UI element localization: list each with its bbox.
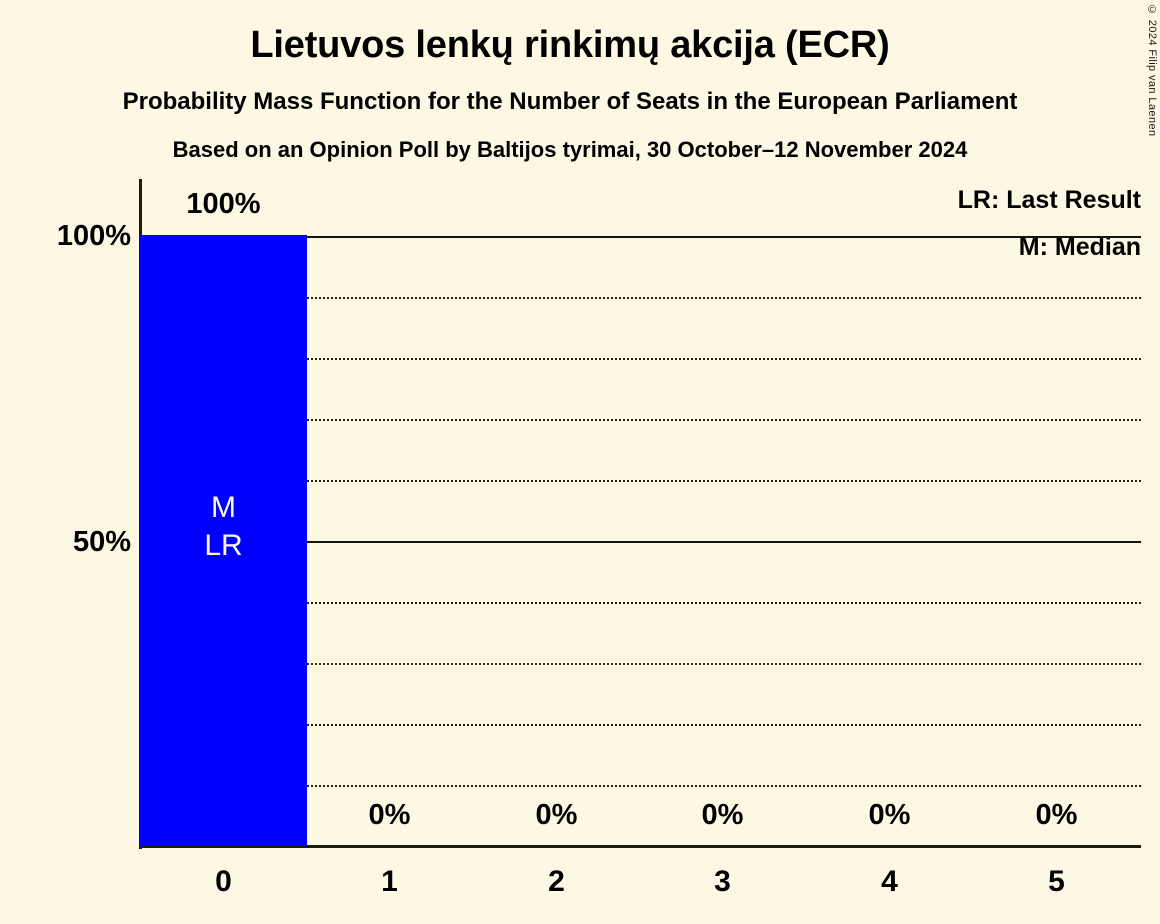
bar-value-seats-0: 100% (186, 188, 261, 220)
gridline-20 (139, 724, 1141, 726)
bar-seats-0[interactable] (140, 235, 307, 846)
y-tick-50: 50% (72, 526, 131, 558)
bar-value-seats-1: 0% (368, 799, 411, 831)
gridline-100 (139, 236, 1141, 238)
bar-value-seats-5: 0% (1035, 799, 1078, 831)
x-tick-5: 5 (1048, 865, 1065, 898)
x-tick-4: 4 (881, 865, 898, 898)
x-tick-2: 2 (548, 865, 565, 898)
chart-subtitle: Probability Mass Function for the Number… (122, 88, 1018, 115)
gridline-90 (139, 297, 1141, 299)
gridline-50 (139, 541, 1141, 543)
legend-last-result: LR: Last Result (957, 186, 1141, 214)
y-tick-100: 100% (56, 220, 131, 252)
bar-value-seats-4: 0% (868, 799, 911, 831)
bar-value-seats-3: 0% (701, 799, 744, 831)
copyright-notice: © 2024 Filip van Laenen (1146, 4, 1158, 137)
gridline-60 (139, 480, 1141, 482)
page-title: Lietuvos lenkų rinkimų akcija (ECR) (250, 24, 890, 66)
gridline-80 (139, 358, 1141, 360)
gridline-40 (139, 602, 1141, 604)
x-tick-1: 1 (381, 865, 398, 898)
last-result-marker: LR (204, 529, 243, 562)
median-marker: M (211, 491, 236, 524)
bar-value-seats-2: 0% (535, 799, 578, 831)
gridline-70 (139, 419, 1141, 421)
gridline-10 (139, 785, 1141, 787)
x-tick-0: 0 (215, 865, 232, 898)
chart-source-line: Based on an Opinion Poll by Baltijos tyr… (172, 137, 968, 162)
x-axis-line (139, 845, 1141, 848)
gridline-30 (139, 663, 1141, 665)
x-tick-3: 3 (714, 865, 731, 898)
